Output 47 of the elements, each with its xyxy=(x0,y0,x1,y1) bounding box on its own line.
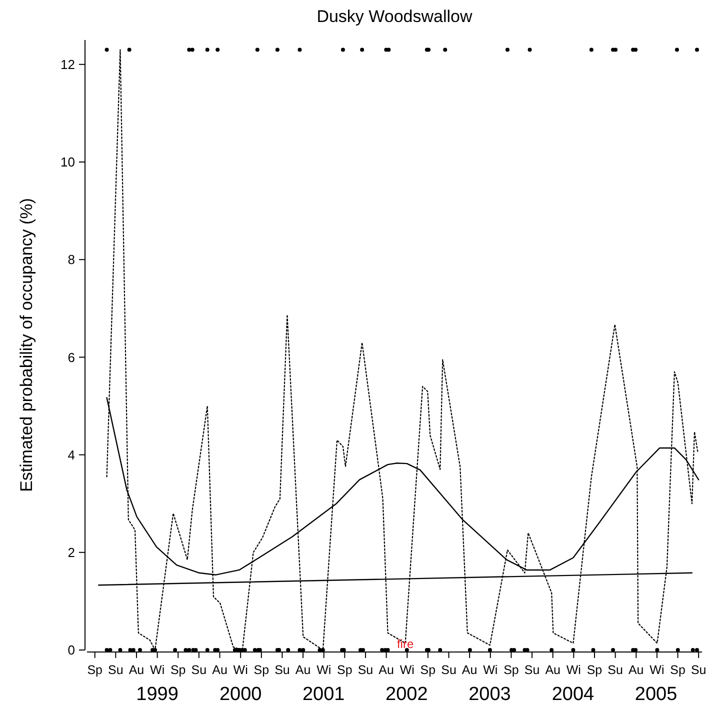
text: Sp xyxy=(504,663,519,677)
x-tick-label: 2002 xyxy=(386,684,428,705)
text: Wi xyxy=(400,663,414,677)
text: Au xyxy=(128,663,144,677)
text: Sp xyxy=(254,663,270,677)
text: Sp xyxy=(670,663,686,677)
text: Su xyxy=(191,663,207,677)
text: Sp xyxy=(170,663,186,677)
y-tick-label: 8 xyxy=(68,252,75,268)
text: Au xyxy=(545,663,561,677)
y-tick-label: 4 xyxy=(68,447,75,462)
chart-title: Dusky Woodswallow xyxy=(316,7,474,26)
y-tick-label: 2 xyxy=(68,544,75,560)
x-tick-label: 2000 xyxy=(219,684,262,705)
text: Au xyxy=(462,663,478,677)
text: Su xyxy=(608,663,623,677)
text: Su xyxy=(690,663,706,677)
x-tick-label: 2001 xyxy=(302,684,345,705)
text: Su xyxy=(108,663,124,677)
text: Su xyxy=(274,663,290,677)
text: Wi xyxy=(150,663,165,677)
text: Sp xyxy=(420,663,436,677)
x-tick-label: 2004 xyxy=(552,684,595,705)
text: Sp xyxy=(586,663,602,677)
annotation: fire xyxy=(396,637,414,651)
y-axis-title: Estimated probability of occupancy (%) xyxy=(17,198,36,492)
x-tick-label: 2003 xyxy=(468,684,511,705)
y-tick-label: 6 xyxy=(68,350,75,365)
text: Au xyxy=(378,663,394,677)
text: Au xyxy=(212,663,228,677)
y-tick-label: 0 xyxy=(68,642,75,658)
text: Wi xyxy=(483,663,498,677)
text: Su xyxy=(441,663,456,677)
text: Wi xyxy=(316,663,332,677)
text: Wi xyxy=(566,663,581,677)
x-tick-label: 2005 xyxy=(634,684,678,705)
text: Su xyxy=(358,663,374,677)
y-tick-label: 10 xyxy=(60,154,75,170)
text: Au xyxy=(628,663,644,677)
text: Sp xyxy=(337,663,352,677)
text: Wi xyxy=(233,663,248,677)
x-tick-label: 1999 xyxy=(136,684,178,705)
text: Su xyxy=(524,663,540,677)
text: Wi xyxy=(650,663,664,677)
text: Au xyxy=(295,663,311,677)
y-tick-label: 12 xyxy=(60,56,75,72)
text: Sp xyxy=(87,663,103,677)
